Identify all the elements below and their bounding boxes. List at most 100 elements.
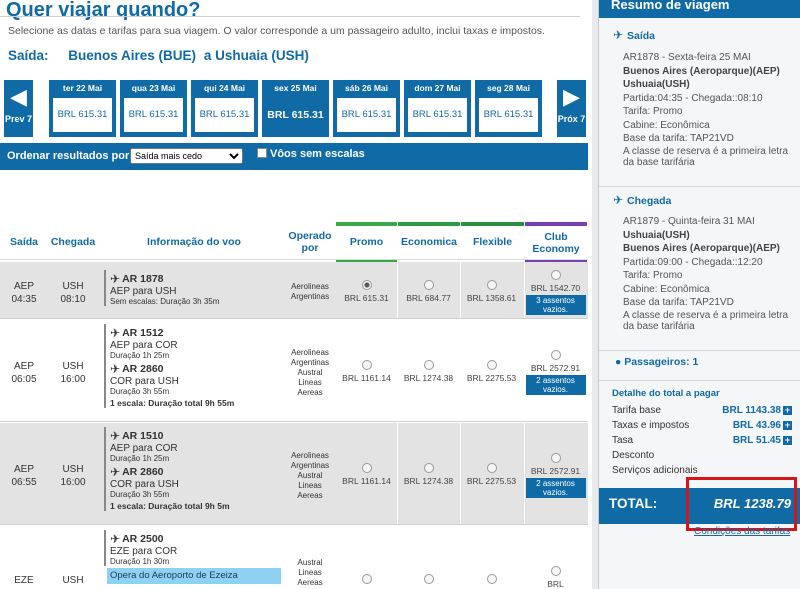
departure-time: 04:35 xyxy=(11,294,37,305)
fare-price: BRL 684.77 xyxy=(406,293,451,303)
date-option[interactable]: ter 22 Mai BRL 615.31 xyxy=(49,80,116,137)
fare-radio[interactable] xyxy=(550,270,561,280)
fare-promo[interactable] xyxy=(336,574,397,587)
fare-radio[interactable] xyxy=(361,360,372,370)
fare-flexible[interactable]: BRL 2275.53 xyxy=(461,360,522,383)
arrival-cell: USH 16:00 xyxy=(54,360,92,386)
seats-badge: 2 assentos vazios. xyxy=(525,375,586,395)
airplane-icon: ✈ xyxy=(110,429,121,443)
fare-price: BRL 2572.91 xyxy=(530,466,581,476)
fare-promo[interactable]: BRL 1161.14 xyxy=(336,463,397,486)
detail-value[interactable]: BRL 1143.38 + xyxy=(722,405,792,416)
fare-radio[interactable] xyxy=(423,280,434,290)
date-label: qui 24 Mai xyxy=(203,83,246,93)
flight-info: ✈ AR 1510 AEP para COR Duração 1h 25m ✈ AR… xyxy=(104,427,230,511)
fare-club[interactable]: BRL 2572.91 2 assentos vazios. xyxy=(525,453,586,498)
flight-number[interactable]: ✈ AR 1878 xyxy=(110,272,219,286)
fare-economica[interactable] xyxy=(398,574,459,587)
next-week-button[interactable]: ▶ Próx 7 xyxy=(557,80,586,137)
fare-radio[interactable] xyxy=(423,360,434,370)
highlight-box xyxy=(686,477,797,531)
fare-radio[interactable] xyxy=(486,360,497,370)
plus-icon[interactable]: + xyxy=(783,435,792,445)
date-option[interactable]: sáb 26 Mai BRL 615.31 xyxy=(333,80,400,137)
fare-radio[interactable] xyxy=(550,350,561,360)
date-price: BRL 615.31 xyxy=(408,98,467,132)
fare-flexible[interactable] xyxy=(461,574,522,587)
col-club[interactable]: Club Economy xyxy=(525,222,587,264)
fare-economica[interactable]: BRL 684.77 xyxy=(398,280,459,303)
fare-club[interactable]: BRL xyxy=(525,566,586,589)
plus-icon[interactable]: + xyxy=(783,420,792,430)
flight-row[interactable]: AEP 06:05 USH 16:00 ✈ AR 1512 AEP para CO… xyxy=(0,320,588,422)
fare-promo[interactable]: BRL 1161.14 xyxy=(336,360,397,383)
departure-cell: AEP 04:35 xyxy=(6,280,42,306)
flight-number[interactable]: ✈ AR 2500 xyxy=(110,532,177,546)
fare-radio[interactable] xyxy=(423,463,434,473)
fare-radio[interactable] xyxy=(486,463,497,473)
fare-radio[interactable] xyxy=(361,280,372,290)
fare-price: BRL 2275.53 xyxy=(466,476,517,486)
fare-economica[interactable]: BRL 1274.38 xyxy=(398,360,459,383)
outbound-title: ✈ Saída xyxy=(613,28,655,42)
prev-week-button[interactable]: ◀ Prev 7 xyxy=(4,80,33,137)
date-option-selected[interactable]: sex 25 Mai BRL 615.31 xyxy=(262,80,329,137)
fare-economica[interactable]: BRL 1274.38 xyxy=(398,463,459,486)
flight-number[interactable]: ✈ AR 2860 xyxy=(110,362,234,376)
fare-flexible[interactable]: BRL 2275.53 xyxy=(461,463,522,486)
date-option[interactable]: qui 24 Mai BRL 615.31 xyxy=(191,80,258,137)
fare-radio[interactable] xyxy=(550,566,561,576)
fare-radio[interactable] xyxy=(361,574,372,584)
flight-row[interactable]: AEP 04:35 USH 08:10 ✈ AR 1878 AEP para US… xyxy=(0,262,588,319)
title-divider xyxy=(0,16,580,17)
col-flexible-label: Flexible xyxy=(472,236,513,248)
airplane-icon: ✈ xyxy=(110,362,121,376)
plus-icon[interactable]: + xyxy=(783,405,792,415)
fare-price: BRL 1161.14 xyxy=(342,476,391,486)
date-option[interactable]: seg 28 Mai BRL 615.31 xyxy=(475,80,542,137)
results-table-header: Saída Chegada Informação do voo Operado … xyxy=(0,222,588,264)
fare-radio[interactable] xyxy=(423,574,434,584)
fare-club[interactable]: BRL 1542.70 3 assentos vazios. xyxy=(525,270,586,315)
departure-time: 06:05 xyxy=(11,374,37,385)
fare-radio[interactable] xyxy=(361,463,372,473)
operator: Aerolineas Argentinas xyxy=(290,348,330,367)
date-price: BRL 615.31 xyxy=(124,98,183,132)
date-option[interactable]: dom 27 Mai BRL 615.31 xyxy=(404,80,471,137)
fare-radio[interactable] xyxy=(486,280,497,290)
flight-number[interactable]: ✈ AR 1510 xyxy=(110,429,230,443)
fare-club[interactable]: BRL 2572.91 2 assentos vazios. xyxy=(525,350,586,395)
date-price: BRL 615.31 xyxy=(266,98,325,132)
detail-value[interactable]: BRL 43.96 + xyxy=(733,420,792,431)
col-club-label: Club Economy xyxy=(532,231,580,255)
column-separator xyxy=(460,423,461,524)
inbound-flight: AR1879 - Quinta-feira 31 MAI xyxy=(623,216,755,227)
col-promo[interactable]: Promo xyxy=(336,222,397,264)
flight-selection-panel: Quer viajar quando? Selecione as datas e… xyxy=(0,0,592,589)
flight-row[interactable]: EZE USH ✈ AR 2500 EZE para COR Duração 1h… xyxy=(0,526,588,589)
fare-radio[interactable] xyxy=(550,453,561,463)
col-economica[interactable]: Economica xyxy=(398,222,460,260)
sort-select[interactable]: Saída mais cedo xyxy=(130,148,243,164)
fare-flexible[interactable]: BRL 1358.61 xyxy=(461,280,522,303)
nonstop-checkbox[interactable] xyxy=(257,148,267,158)
date-label: sex 25 Mai xyxy=(274,83,317,93)
flight-route: AEP para COR xyxy=(110,340,178,351)
col-flexible[interactable]: Flexible xyxy=(461,222,524,260)
flight-number[interactable]: ✈ AR 2860 xyxy=(110,465,230,479)
seats-badge: 2 assentos vazios. xyxy=(525,478,586,498)
date-option[interactable]: qua 23 Mai BRL 615.31 xyxy=(120,80,187,137)
detail-value[interactable]: BRL 51.45 + xyxy=(733,435,792,446)
date-price: BRL 615.31 xyxy=(479,98,538,132)
flight-number-text: AR 1512 xyxy=(122,327,164,339)
fare-promo[interactable]: BRL 615.31 xyxy=(336,280,397,303)
col-saida: Saída xyxy=(9,236,38,248)
total-bar: TOTAL: BRL 1238.79 xyxy=(599,488,800,524)
flight-row[interactable]: AEP 06:55 USH 16:00 ✈ AR 1510 AEP para CO… xyxy=(0,423,588,525)
fare-conditions-link[interactable]: Condições das tarifas xyxy=(694,526,791,537)
departure-cell: AEP 06:05 xyxy=(6,360,42,386)
fare-radio[interactable] xyxy=(486,574,497,584)
flight-number[interactable]: ✈ AR 1512 xyxy=(110,326,234,340)
nonstop-filter[interactable]: Vôos sem escalas xyxy=(257,148,365,160)
col-info: Informação do voo xyxy=(147,236,241,248)
